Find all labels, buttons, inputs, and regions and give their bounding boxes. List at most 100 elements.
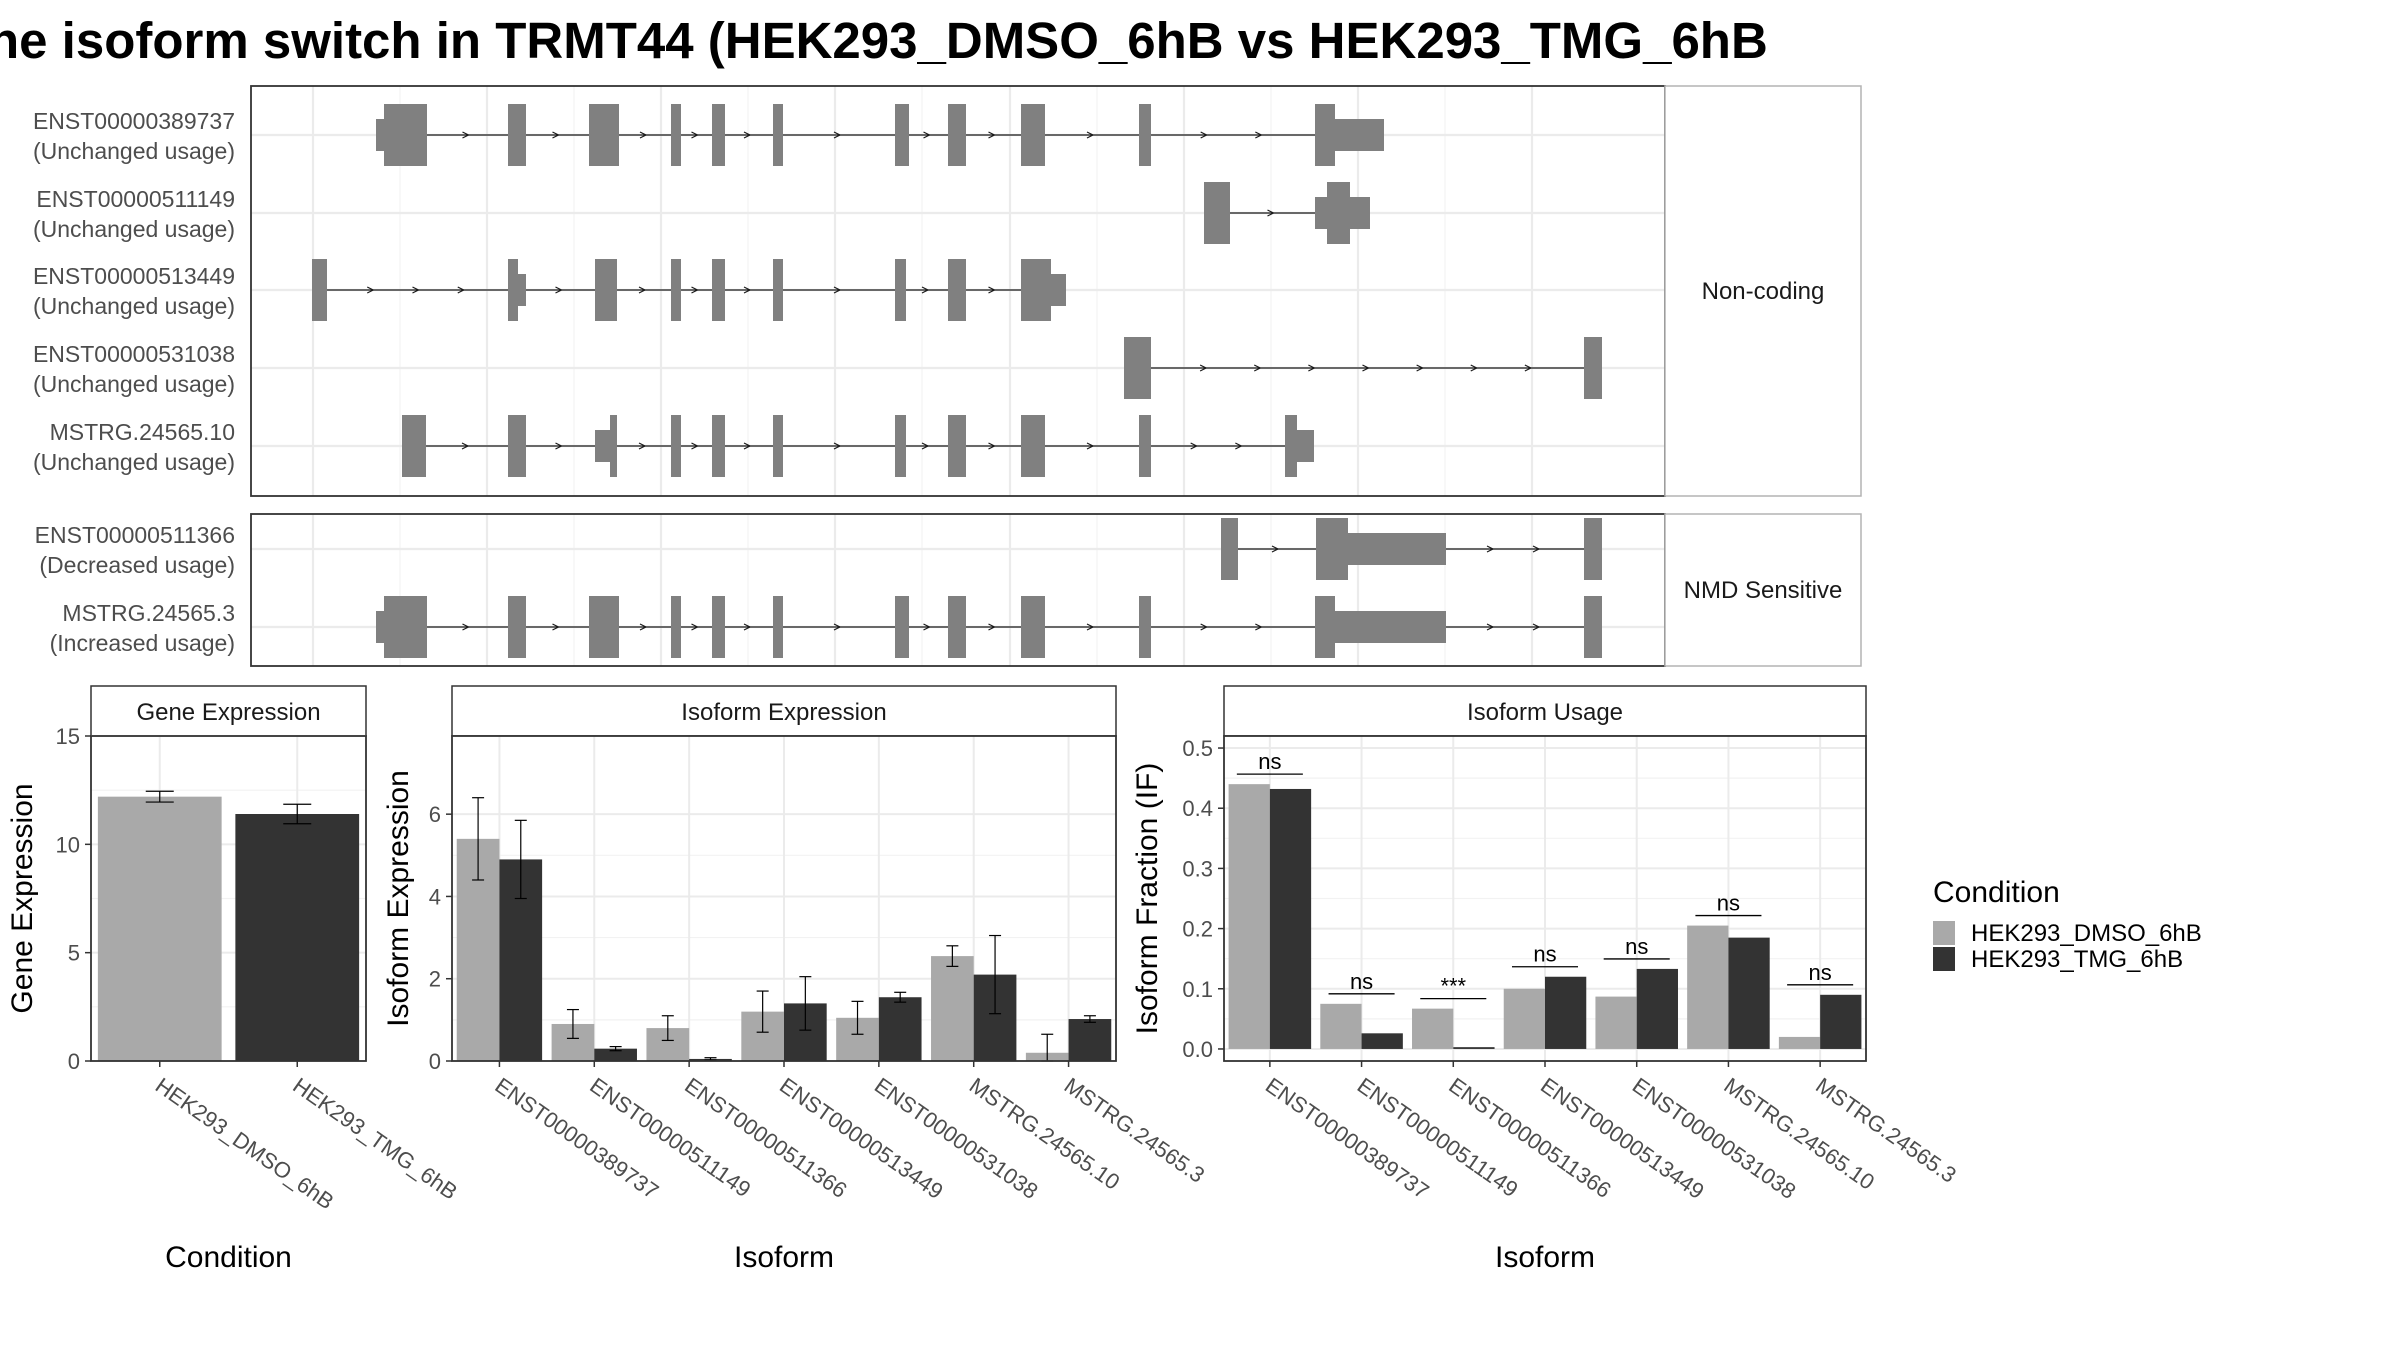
x-tick-label: ENST00000513449	[775, 1073, 948, 1204]
intron-arrow	[833, 442, 842, 450]
intron-arrow	[1255, 623, 1263, 631]
intron-arrow	[691, 286, 699, 294]
bar	[235, 814, 360, 1061]
intron-arrow	[1267, 209, 1275, 217]
bar	[1595, 996, 1637, 1049]
bar	[1820, 994, 1862, 1049]
coding-exon	[1316, 518, 1348, 580]
y-tick-label: 6	[429, 802, 441, 827]
coding-exon	[1285, 415, 1297, 477]
intron-arrow	[462, 131, 470, 139]
coding-exon	[1021, 104, 1045, 166]
intron-arrow	[555, 442, 563, 450]
x-tick-label: ENST00000513449	[1536, 1073, 1709, 1204]
intron-arrow	[1086, 442, 1095, 450]
coding-exon	[1139, 415, 1151, 477]
significance-label: ***	[1440, 974, 1466, 999]
intron-arrow	[1200, 131, 1209, 139]
coding-exon	[402, 415, 426, 477]
category-strip	[1664, 85, 1862, 497]
significance-label: ns	[1258, 749, 1281, 774]
utr-exon	[1335, 611, 1446, 643]
intron-arrow	[555, 286, 563, 294]
isoform-usage-label: (Unchanged usage)	[33, 293, 235, 319]
intron-arrow	[639, 131, 648, 139]
transcript-track	[376, 596, 1602, 658]
coding-exon	[508, 259, 518, 321]
panel-strip	[1223, 685, 1867, 737]
coding-exon	[948, 259, 966, 321]
bar	[97, 796, 222, 1061]
y-tick-label: 5	[68, 941, 80, 966]
x-tick-label: ENST00000389737	[491, 1073, 664, 1204]
intron-arrow	[988, 623, 996, 631]
x-tick-label: ENST00000511149	[585, 1073, 755, 1202]
y-tick-label: 15	[56, 724, 80, 749]
isoform-id-label: ENST00000513449	[33, 263, 235, 289]
intron-arrow	[461, 442, 470, 450]
coding-exon	[671, 415, 681, 477]
coding-exon	[895, 259, 906, 321]
x-axis-title: Condition	[165, 1241, 292, 1274]
bar	[1636, 968, 1678, 1049]
isoform-usage-label: (Unchanged usage)	[33, 371, 235, 397]
bar	[1778, 1036, 1821, 1049]
y-tick-label: 0	[68, 1049, 80, 1074]
coding-exon	[1021, 596, 1045, 658]
intron-arrow	[1253, 364, 1262, 372]
panel-strip	[90, 685, 367, 737]
coding-exon	[773, 596, 783, 658]
y-tick-label: 0.0	[1182, 1037, 1213, 1062]
isoform-id-label: ENST00000389737	[33, 108, 235, 134]
intron-arrow	[462, 623, 470, 631]
intron-arrow	[1416, 364, 1424, 372]
isoform-usage-label: (Decreased usage)	[39, 552, 235, 578]
utr-exon	[376, 119, 384, 151]
coding-exon	[1204, 182, 1230, 244]
transcript-track	[376, 104, 1384, 166]
category-strip	[1664, 513, 1862, 667]
isoform-usage-label: (Unchanged usage)	[33, 138, 235, 164]
y-tick-label: 2	[429, 967, 441, 992]
coding-exon	[1221, 518, 1238, 580]
intron-arrow	[691, 442, 699, 450]
intron-arrow	[1271, 545, 1280, 553]
coding-exon	[1584, 518, 1602, 580]
coding-exon	[948, 596, 966, 658]
bar	[1412, 1008, 1454, 1049]
intron-arrow	[833, 131, 842, 139]
bar	[1503, 988, 1545, 1049]
intron-arrow	[1200, 623, 1209, 631]
y-tick-label: 0.2	[1182, 917, 1213, 942]
bar	[1269, 788, 1312, 1049]
y-axis-title: Gene Expression	[6, 783, 39, 1013]
x-tick-label: MSTRG.24565.10	[1720, 1073, 1880, 1195]
coding-exon	[712, 259, 725, 321]
legend-label: HEK293_TMG_6hB	[1971, 946, 2183, 973]
intron-arrow	[1308, 364, 1316, 372]
y-tick-label: 0.5	[1182, 736, 1213, 761]
coding-exon	[712, 415, 725, 477]
intron-arrow	[1086, 131, 1095, 139]
utr-exon	[595, 430, 610, 462]
intron-arrow	[1524, 364, 1533, 372]
intron-arrow	[743, 442, 752, 450]
intron-arrow	[921, 442, 930, 450]
coding-exon	[1139, 104, 1151, 166]
bar	[594, 1048, 637, 1061]
x-tick-label: ENST00000511149	[1353, 1073, 1523, 1202]
transcript-track	[1204, 182, 1370, 244]
intron-arrow	[638, 442, 647, 450]
y-tick-label: 10	[56, 832, 80, 857]
intron-arrow	[988, 131, 996, 139]
x-tick-label: ENST00000511366	[1444, 1073, 1615, 1203]
legend-label: HEK293_DMSO_6hB	[1971, 920, 2202, 947]
intron-arrow	[457, 286, 466, 294]
bar	[1068, 1019, 1112, 1061]
intron-arrow	[1362, 364, 1370, 372]
coding-exon	[712, 104, 725, 166]
bar	[1320, 1003, 1362, 1049]
isoform-id-label: ENST00000511149	[36, 186, 235, 212]
plot-border	[90, 735, 367, 1062]
